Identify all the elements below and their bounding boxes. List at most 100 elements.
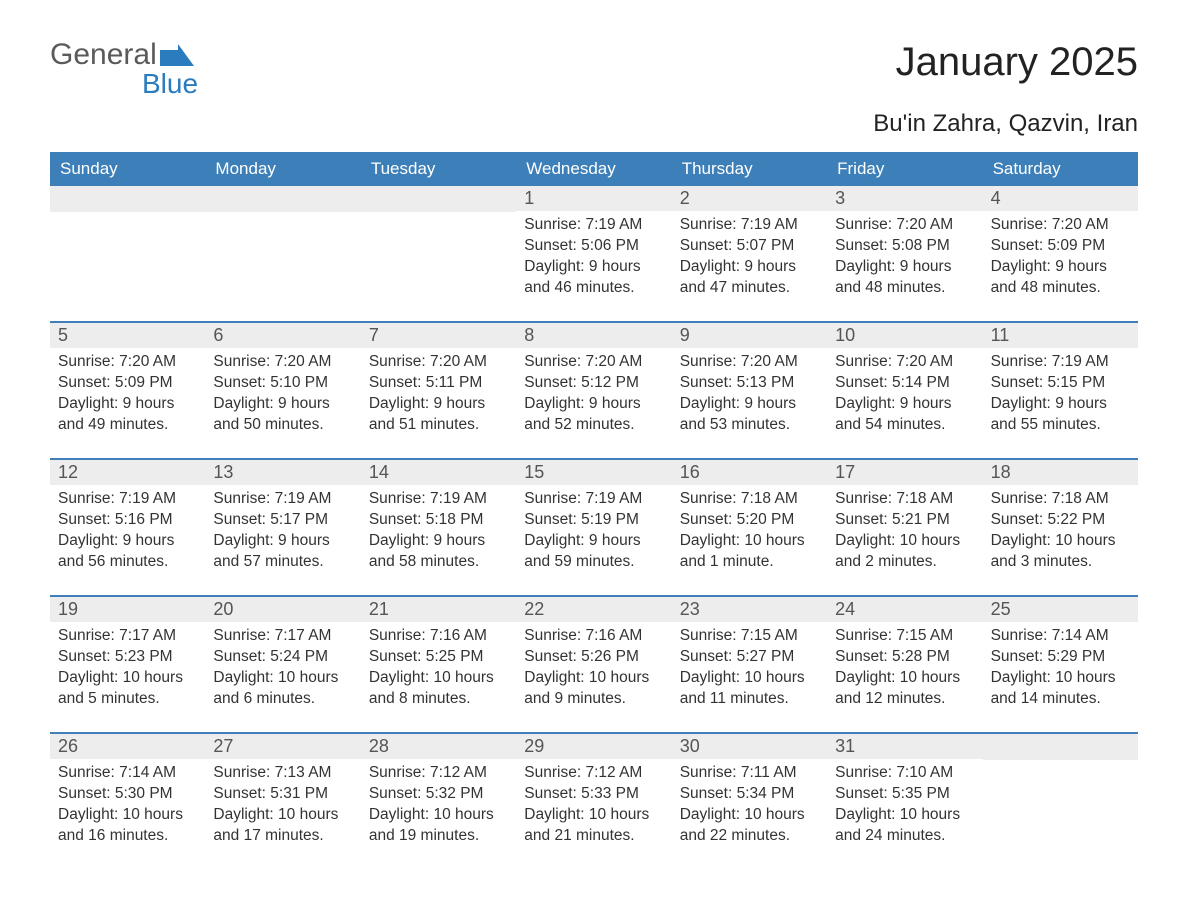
- sunset-line: Sunset: 5:17 PM: [213, 510, 352, 531]
- daylight-label: Daylight:: [835, 532, 900, 549]
- sunset-value: 5:11 PM: [426, 374, 483, 391]
- sunset-line: Sunset: 5:13 PM: [680, 373, 819, 394]
- day-body: Sunrise: 7:20 AMSunset: 5:10 PMDaylight:…: [205, 348, 360, 446]
- sunrise-value: 7:20 AM: [741, 353, 798, 370]
- daylight-line: Daylight: 10 hours and 6 minutes.: [213, 668, 352, 710]
- sunrise-label: Sunrise:: [58, 764, 119, 781]
- sunrise-line: Sunrise: 7:20 AM: [991, 215, 1130, 236]
- daylight-line: Daylight: 10 hours and 3 minutes.: [991, 531, 1130, 573]
- sunrise-value: 7:15 AM: [896, 627, 953, 644]
- daylight-line: Daylight: 10 hours and 2 minutes.: [835, 531, 974, 573]
- daylight-label: Daylight:: [524, 532, 589, 549]
- sunrise-line: Sunrise: 7:19 AM: [524, 489, 663, 510]
- daylight-line: Daylight: 10 hours and 1 minute.: [680, 531, 819, 573]
- week-row: 19Sunrise: 7:17 AMSunset: 5:23 PMDayligh…: [50, 595, 1138, 732]
- sunset-value: 5:27 PM: [737, 648, 795, 665]
- day-body: Sunrise: 7:16 AMSunset: 5:26 PMDaylight:…: [516, 622, 671, 720]
- daylight-line: Daylight: 9 hours and 55 minutes.: [991, 394, 1130, 436]
- sunset-label: Sunset:: [680, 237, 737, 254]
- sunset-line: Sunset: 5:28 PM: [835, 647, 974, 668]
- sunrise-label: Sunrise:: [369, 490, 430, 507]
- daylight-label: Daylight:: [680, 395, 745, 412]
- sunrise-value: 7:14 AM: [1052, 627, 1109, 644]
- brand-logo: General Blue: [50, 40, 198, 100]
- sunset-line: Sunset: 5:34 PM: [680, 784, 819, 805]
- sunrise-line: Sunrise: 7:10 AM: [835, 763, 974, 784]
- daylight-line: Daylight: 9 hours and 47 minutes.: [680, 257, 819, 299]
- sunset-value: 5:35 PM: [892, 785, 950, 802]
- empty-day-cell: [983, 734, 1138, 869]
- sunset-label: Sunset:: [680, 374, 737, 391]
- sunrise-label: Sunrise:: [524, 490, 585, 507]
- day-body: Sunrise: 7:20 AMSunset: 5:09 PMDaylight:…: [50, 348, 205, 446]
- daylight-line: Daylight: 9 hours and 56 minutes.: [58, 531, 197, 573]
- day-number: 27: [205, 734, 360, 759]
- sunrise-value: 7:20 AM: [1052, 216, 1109, 233]
- day-number: [361, 186, 516, 212]
- day-body: Sunrise: 7:20 AMSunset: 5:12 PMDaylight:…: [516, 348, 671, 446]
- sunset-value: 5:21 PM: [892, 511, 950, 528]
- sunset-value: 5:07 PM: [737, 237, 795, 254]
- sunrise-value: 7:19 AM: [119, 490, 176, 507]
- sunset-line: Sunset: 5:33 PM: [524, 784, 663, 805]
- daylight-line: Daylight: 9 hours and 46 minutes.: [524, 257, 663, 299]
- daylight-label: Daylight:: [680, 806, 745, 823]
- day-body: Sunrise: 7:19 AMSunset: 5:18 PMDaylight:…: [361, 485, 516, 583]
- sunset-line: Sunset: 5:15 PM: [991, 373, 1130, 394]
- day-number: 7: [361, 323, 516, 348]
- sunrise-line: Sunrise: 7:19 AM: [58, 489, 197, 510]
- daylight-label: Daylight:: [680, 532, 745, 549]
- daylight-line: Daylight: 10 hours and 5 minutes.: [58, 668, 197, 710]
- sunset-value: 5:29 PM: [1047, 648, 1105, 665]
- sunset-label: Sunset:: [58, 511, 115, 528]
- dow-cell: Friday: [827, 152, 982, 186]
- sunrise-value: 7:10 AM: [896, 764, 953, 781]
- daylight-line: Daylight: 9 hours and 51 minutes.: [369, 394, 508, 436]
- sunset-label: Sunset:: [680, 648, 737, 665]
- sunrise-label: Sunrise:: [680, 353, 741, 370]
- week-row: 5Sunrise: 7:20 AMSunset: 5:09 PMDaylight…: [50, 321, 1138, 458]
- sunset-line: Sunset: 5:14 PM: [835, 373, 974, 394]
- day-number: 20: [205, 597, 360, 622]
- sunset-line: Sunset: 5:27 PM: [680, 647, 819, 668]
- sunrise-value: 7:19 AM: [430, 490, 487, 507]
- sunset-value: 5:09 PM: [1047, 237, 1105, 254]
- day-body: Sunrise: 7:12 AMSunset: 5:32 PMDaylight:…: [361, 759, 516, 857]
- day-number: 17: [827, 460, 982, 485]
- daylight-label: Daylight:: [58, 532, 123, 549]
- day-number: 23: [672, 597, 827, 622]
- daylight-line: Daylight: 10 hours and 16 minutes.: [58, 805, 197, 847]
- sunrise-value: 7:19 AM: [585, 490, 642, 507]
- sunrise-label: Sunrise:: [680, 764, 741, 781]
- day-number: 4: [983, 186, 1138, 211]
- sunrise-label: Sunrise:: [213, 353, 274, 370]
- sunrise-value: 7:20 AM: [430, 353, 487, 370]
- sunrise-value: 7:17 AM: [119, 627, 176, 644]
- day-of-week-header: SundayMondayTuesdayWednesdayThursdayFrid…: [50, 152, 1138, 186]
- daylight-line: Daylight: 9 hours and 57 minutes.: [213, 531, 352, 573]
- sunrise-line: Sunrise: 7:20 AM: [835, 352, 974, 373]
- sunset-label: Sunset:: [524, 785, 581, 802]
- daylight-line: Daylight: 9 hours and 53 minutes.: [680, 394, 819, 436]
- daylight-label: Daylight:: [213, 395, 278, 412]
- sunset-line: Sunset: 5:12 PM: [524, 373, 663, 394]
- sunset-line: Sunset: 5:25 PM: [369, 647, 508, 668]
- sunset-label: Sunset:: [680, 511, 737, 528]
- sunset-label: Sunset:: [524, 237, 581, 254]
- sunrise-label: Sunrise:: [835, 764, 896, 781]
- sunrise-line: Sunrise: 7:18 AM: [835, 489, 974, 510]
- day-body: Sunrise: 7:20 AMSunset: 5:08 PMDaylight:…: [827, 211, 982, 309]
- daylight-line: Daylight: 10 hours and 8 minutes.: [369, 668, 508, 710]
- day-body: Sunrise: 7:17 AMSunset: 5:24 PMDaylight:…: [205, 622, 360, 720]
- sunset-value: 5:12 PM: [581, 374, 639, 391]
- sunset-value: 5:19 PM: [581, 511, 639, 528]
- sunrise-line: Sunrise: 7:20 AM: [680, 352, 819, 373]
- day-cell: 27Sunrise: 7:13 AMSunset: 5:31 PMDayligh…: [205, 734, 360, 869]
- daylight-line: Daylight: 9 hours and 49 minutes.: [58, 394, 197, 436]
- sunrise-line: Sunrise: 7:20 AM: [58, 352, 197, 373]
- day-number: 13: [205, 460, 360, 485]
- sunrise-line: Sunrise: 7:20 AM: [835, 215, 974, 236]
- sunrise-label: Sunrise:: [524, 764, 585, 781]
- day-cell: 18Sunrise: 7:18 AMSunset: 5:22 PMDayligh…: [983, 460, 1138, 595]
- day-body: Sunrise: 7:14 AMSunset: 5:29 PMDaylight:…: [983, 622, 1138, 720]
